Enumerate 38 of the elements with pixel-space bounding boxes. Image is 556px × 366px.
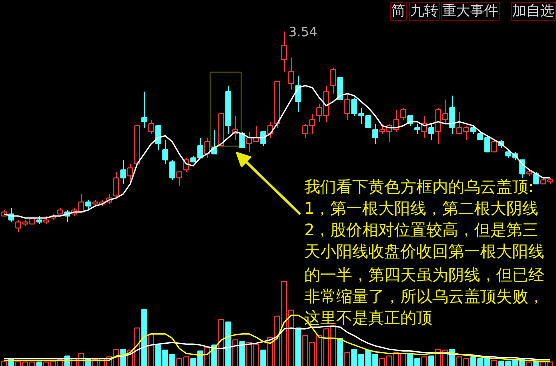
- candlestick: [226, 85, 232, 135]
- bar: [218, 319, 224, 366]
- bar: [204, 347, 210, 366]
- text: 重大事件: [442, 4, 498, 20]
- bar: [422, 356, 428, 366]
- candlestick: [450, 95, 456, 135]
- candlestick: [232, 115, 238, 141]
- bar: [428, 356, 434, 366]
- candlestick: [120, 160, 126, 185]
- annotation: 这里不是真正的顶: [304, 308, 432, 328]
- annotation: 非常缩量了，所以乌云盖顶失败，: [304, 287, 544, 306]
- annotation: 1，第一根大阳线，第二根大阴线: [304, 199, 539, 218]
- candlestick: [142, 91, 148, 128]
- bar: [36, 362, 42, 366]
- annotation: 的一半，第四天虽为阴线，但已经: [304, 266, 544, 284]
- candlestick: [372, 123, 378, 145]
- candlestick: [422, 115, 428, 139]
- annotation: 2，股价相对位置较高，但是第三: [304, 220, 539, 240]
- bar: [142, 309, 148, 366]
- text: 天小阳线收盘价收回第一根大阳线: [304, 242, 544, 261]
- candlestick: [282, 31, 288, 72]
- bar: [344, 352, 350, 366]
- text: 简: [392, 4, 406, 20]
- bar: [2, 360, 8, 366]
- candlestick: [288, 57, 294, 90]
- bar: [240, 341, 246, 366]
- bar: [526, 362, 532, 366]
- text: 加自选: [512, 4, 554, 20]
- bar: [226, 322, 232, 366]
- bar: [338, 338, 344, 366]
- annotation: 我们看下黄色方框内的乌云盖顶:: [304, 178, 534, 196]
- bar: [260, 350, 266, 366]
- bar: [492, 360, 498, 366]
- text: 九转: [410, 4, 438, 20]
- bar: [232, 340, 238, 366]
- bar: [296, 328, 302, 366]
- annotation: 3.54: [288, 26, 318, 41]
- bar: [148, 334, 154, 366]
